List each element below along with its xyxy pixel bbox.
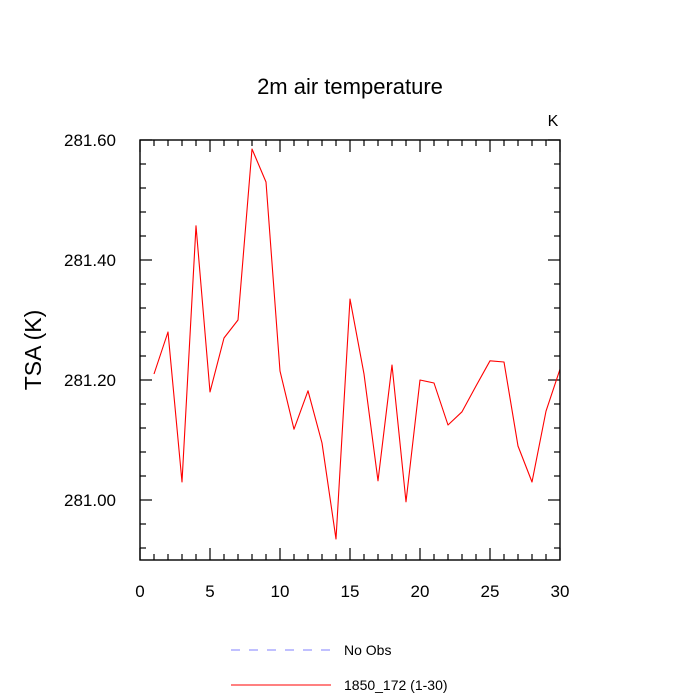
- y-tick-label: 281.40: [64, 251, 116, 270]
- y-tick-label: 281.60: [64, 131, 116, 150]
- x-tick-label: 20: [411, 582, 430, 601]
- legend-label: 1850_172 (1-30): [344, 677, 448, 693]
- axis-ticks: [139, 139, 561, 560]
- x-tick-label: 15: [341, 582, 360, 601]
- x-tick-label: 0: [135, 582, 144, 601]
- series-line: [153, 148, 561, 540]
- y-tick-label: 281.00: [64, 491, 116, 510]
- legend: No Obs 1850_172 (1-30): [231, 642, 448, 693]
- legend-label: No Obs: [344, 642, 391, 658]
- y-tick-label: 281.20: [64, 371, 116, 390]
- plot-frame: [139, 139, 561, 561]
- x-tick-label: 10: [271, 582, 290, 601]
- y-axis-label: TSA (K): [20, 310, 46, 391]
- chart-title: 2m air temperature: [257, 74, 443, 99]
- x-tick-label: 25: [481, 582, 500, 601]
- x-tick-label: 30: [551, 582, 570, 601]
- series-lines: [153, 148, 561, 540]
- tick-labels: 0 5 10 15 20 25 30 281.00 281.20 281.40 281.60: [64, 131, 569, 601]
- x-tick-label: 5: [205, 582, 214, 601]
- units-label: K: [548, 113, 559, 130]
